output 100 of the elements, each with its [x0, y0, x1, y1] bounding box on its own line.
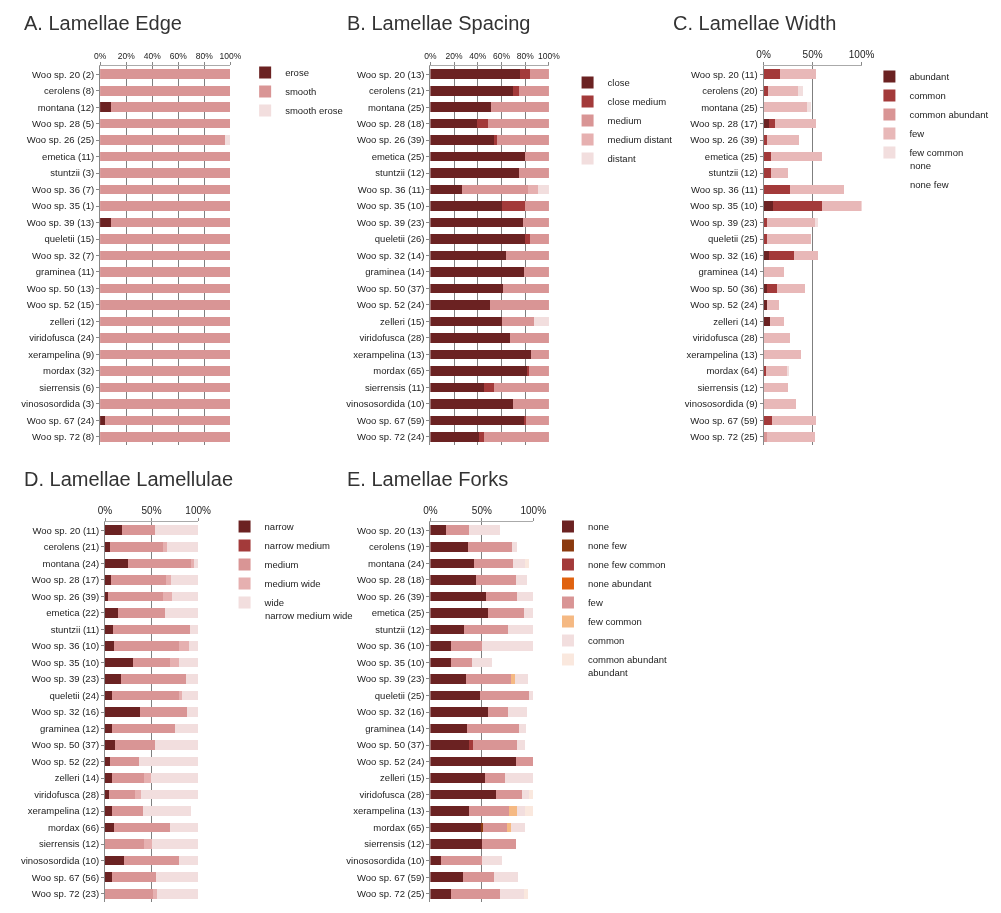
- y-tick-label: Woo sp. 26 (39): [31, 590, 100, 602]
- y-tick-label: Woo sp. 28 (17): [31, 574, 100, 586]
- y-tick-label: sierrensis (6): [39, 381, 95, 393]
- bar: [143, 806, 191, 816]
- bar: [105, 872, 112, 883]
- y-tick-label: Woo sp. 35 (10): [690, 200, 758, 212]
- bar: [120, 674, 186, 684]
- bar: [112, 690, 179, 701]
- bar: [450, 657, 472, 668]
- bar: [763, 201, 774, 211]
- bar: [797, 85, 803, 96]
- x-tick-label: 80%: [516, 50, 535, 61]
- bar: [121, 525, 156, 536]
- y-tick-label: Woo sp. 39 (23): [31, 673, 100, 685]
- y-tick-label: queletii (25): [708, 233, 758, 245]
- y-tick-label: emetica (22): [46, 607, 100, 619]
- bar: [110, 217, 231, 228]
- x-tick-label: 0%: [423, 505, 438, 516]
- bar: [430, 316, 502, 327]
- bar: [767, 234, 811, 244]
- bar: [512, 558, 526, 569]
- bar: [430, 102, 491, 112]
- bar: [430, 575, 476, 585]
- bar: [100, 316, 231, 327]
- y-tick-label: Woo sp. 72 (8): [32, 431, 95, 443]
- bar: [770, 316, 785, 327]
- y-tick-label: sierrensis (12): [364, 838, 425, 850]
- bar: [767, 431, 815, 442]
- bar: [100, 135, 226, 145]
- bar: [430, 366, 528, 376]
- legend-label: few: [909, 128, 925, 140]
- bar: [521, 789, 530, 800]
- x-tick-label: 0%: [756, 49, 771, 60]
- legend-label: smooth: [285, 86, 317, 98]
- bar: [100, 300, 231, 310]
- bar: [110, 575, 166, 585]
- bar: [763, 333, 791, 343]
- bar: [105, 855, 124, 866]
- bar: [822, 201, 862, 211]
- bar: [151, 839, 199, 849]
- y-tick-label: Woo sp. 28 (18): [357, 574, 425, 586]
- y-tick-label: Woo sp. 50 (13): [26, 282, 95, 294]
- bar: [473, 558, 513, 569]
- bar: [105, 641, 115, 651]
- bar: [494, 872, 518, 883]
- bar: [518, 723, 527, 734]
- bar: [174, 723, 199, 734]
- bar: [165, 575, 172, 585]
- chart-title: A. Lamellae Edge: [24, 12, 182, 34]
- y-tick-label: Woo sp. 36 (11): [357, 183, 425, 195]
- y-tick-label: Woo sp. 35 (1): [32, 200, 95, 212]
- bar: [494, 135, 497, 145]
- bar: [105, 624, 114, 635]
- y-tick-label: Woo sp. 35 (10): [357, 656, 425, 668]
- x-tick-label: 100%: [185, 505, 211, 516]
- legend-label: smooth erose: [285, 105, 343, 117]
- bar: [501, 201, 526, 211]
- legend-label: none: [587, 521, 610, 533]
- bar: [105, 608, 119, 618]
- bar: [763, 69, 781, 80]
- bar: [763, 283, 767, 294]
- bar: [500, 888, 525, 899]
- bar: [105, 674, 121, 684]
- bar: [763, 102, 807, 112]
- bar: [107, 591, 163, 602]
- y-tick-label: Woo sp. 26 (39): [690, 134, 758, 146]
- y-tick-label: Woo sp. 32 (16): [690, 249, 758, 261]
- bar: [194, 558, 199, 569]
- y-tick-label: zelleri (15): [380, 315, 425, 327]
- bar: [179, 855, 199, 866]
- bar: [450, 888, 501, 899]
- y-tick-label: mordax (64): [706, 365, 758, 377]
- bar: [488, 707, 508, 717]
- bar: [105, 525, 122, 536]
- text: none few: [910, 179, 949, 190]
- bar: [100, 250, 231, 261]
- y-tick-label: Woo sp. 39 (13): [26, 216, 95, 228]
- bar: [772, 415, 816, 426]
- bar: [519, 85, 549, 96]
- legend-label: wide: [263, 597, 285, 609]
- y-tick-label: Woo sp. 35 (10): [357, 200, 425, 212]
- bar: [167, 541, 199, 552]
- legend-label: medium distant: [607, 134, 673, 146]
- x-tick-label: 0%: [97, 505, 113, 516]
- bar: [767, 300, 780, 310]
- y-tick-label: sierrensis (12): [38, 838, 100, 850]
- bar: [430, 415, 525, 426]
- bar: [111, 773, 145, 783]
- legend-label: narrow: [264, 521, 294, 533]
- bar: [763, 366, 766, 376]
- chart-title: E. Lamellae Forks: [347, 468, 509, 490]
- text: abundant: [588, 667, 628, 678]
- bar: [489, 300, 549, 310]
- bar: [430, 234, 526, 244]
- bar: [186, 707, 199, 717]
- bar: [466, 674, 511, 684]
- y-tick-label: Woo sp. 28 (5): [32, 117, 95, 129]
- bar: [118, 608, 165, 618]
- y-tick-label: Woo sp. 67 (59): [357, 871, 425, 883]
- bar: [777, 283, 805, 294]
